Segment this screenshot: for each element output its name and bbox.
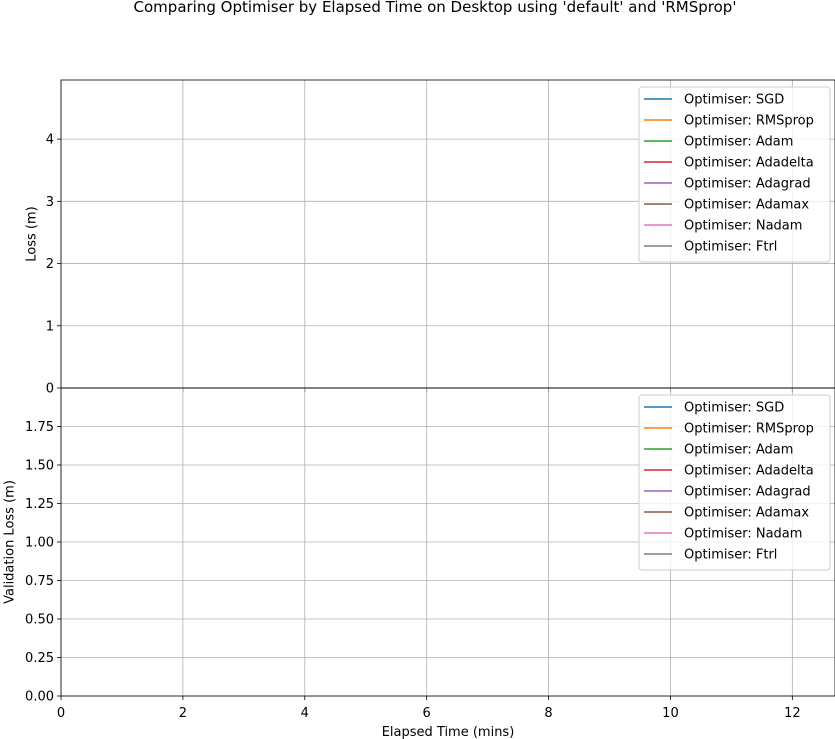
legend-entry: Optimiser: Adadelta xyxy=(684,464,814,479)
legend-entry: Optimiser: Adam xyxy=(684,135,793,150)
y-tick-label: 0.00 xyxy=(25,690,54,705)
legend-entry: Optimiser: Adagrad xyxy=(684,485,811,500)
y-tick-label: 1.50 xyxy=(25,459,54,474)
x-tick-label: 10 xyxy=(662,706,679,721)
legend: Optimiser: SGD Optimiser: RMSprop Optimise… xyxy=(638,394,831,571)
legend-entry: Optimiser: Adagrad xyxy=(684,177,811,192)
x-tick-label: 0 xyxy=(57,706,65,721)
x-tick-label: 12 xyxy=(784,706,801,721)
legend-entry: Optimiser: Adamax xyxy=(684,506,809,521)
y-tick-label: 2 xyxy=(46,257,54,272)
legend-entry: Optimiser: SGD xyxy=(684,93,784,108)
y-tick-label: 0.50 xyxy=(25,613,54,628)
subplot-2: 0.00 0.25 0.50 0.75 1.00 1.25 1.50 1.75 0 2 4 6 8 10 1… xyxy=(3,387,835,739)
y-tick-label: 0.75 xyxy=(25,574,54,589)
y-tick-label: 1.75 xyxy=(25,420,54,435)
legend-entry: Optimiser: SGD xyxy=(684,401,784,416)
legend-entry: Optimiser: RMSprop xyxy=(684,422,814,437)
y-tick-label: 0 xyxy=(46,382,54,397)
legend-entry: Optimiser: Adamax xyxy=(684,198,809,213)
y-tick-label: 1.00 xyxy=(25,536,54,551)
subplot-1: 0 1 2 3 4 Loss (m) Optimiser: SGD Optimiser: RM… xyxy=(25,79,835,397)
y-tick-label: 1 xyxy=(46,319,54,334)
y-tick-label: 0.25 xyxy=(25,651,54,666)
x-tick-label: 6 xyxy=(423,706,431,721)
x-axis-label: Elapsed Time (mins) xyxy=(382,725,515,739)
legend: Optimiser: SGD Optimiser: RMSprop Optimise… xyxy=(638,86,831,263)
y-tick-label: 4 xyxy=(46,133,54,148)
y-tick-label: 1.25 xyxy=(25,497,54,512)
legend-entry: Optimiser: Nadam xyxy=(684,527,802,542)
x-tick-label: 8 xyxy=(544,706,552,721)
legend-entry: Optimiser: Nadam xyxy=(684,219,802,234)
y-axis-label: Validation Loss (m) xyxy=(3,480,18,604)
figure-title: Comparing Optimiser by Elapsed Time on D… xyxy=(134,0,737,16)
legend-entry: Optimiser: Adadelta xyxy=(684,156,814,171)
legend-entry: Optimiser: RMSprop xyxy=(684,114,814,129)
y-axis-label: Loss (m) xyxy=(25,206,40,261)
legend-entry: Optimiser: Ftrl xyxy=(684,240,777,255)
y-tick-label: 3 xyxy=(46,195,54,210)
x-tick-label: 4 xyxy=(301,706,309,721)
legend-entry: Optimiser: Adam xyxy=(684,443,793,458)
legend-box xyxy=(638,394,831,571)
x-tick-label: 2 xyxy=(179,706,187,721)
legend-entry: Optimiser: Ftrl xyxy=(684,548,777,563)
legend-box xyxy=(638,86,831,263)
